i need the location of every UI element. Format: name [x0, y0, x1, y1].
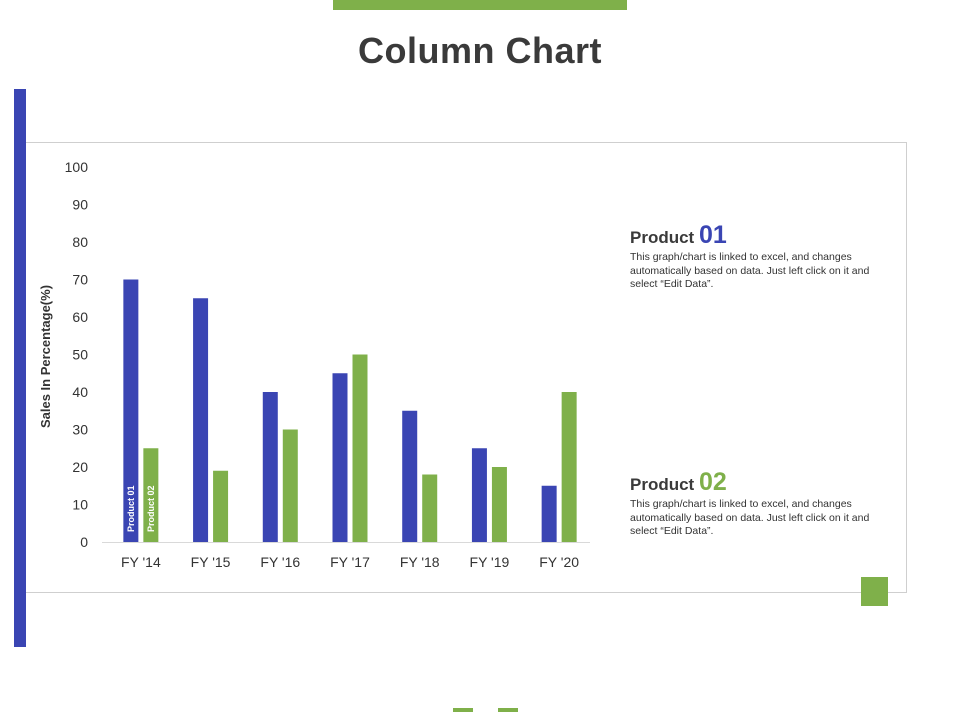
- y-tick-label: 50: [72, 347, 88, 363]
- x-tick-label: FY '15: [191, 554, 231, 570]
- left-accent-bar: [14, 89, 26, 647]
- y-tick-label: 0: [80, 534, 88, 550]
- bar-product-01: [123, 279, 139, 542]
- bar-product-02: [561, 392, 577, 542]
- legend-title: Product 02: [630, 469, 900, 498]
- legend-name: Product: [630, 475, 695, 494]
- x-tick-label: FY '18: [400, 554, 440, 570]
- bar-product-01: [332, 373, 348, 542]
- y-axis-title: Sales In Percentage(%): [38, 285, 53, 428]
- legend-name: Product: [630, 228, 695, 247]
- legend-product-02: Product 02 This graph/chart is linked to…: [630, 469, 900, 539]
- y-tick-label: 90: [72, 197, 88, 213]
- y-tick-label: 80: [72, 234, 88, 250]
- bar-product-02: [282, 429, 298, 542]
- legend-number: 02: [698, 468, 727, 496]
- legend-product-01: Product 01 This graph/chart is linked to…: [630, 222, 900, 292]
- y-tick-label: 20: [72, 459, 88, 475]
- x-tick-label: FY '19: [470, 554, 510, 570]
- y-tick-label: 70: [72, 272, 88, 288]
- footer-dash: [498, 708, 518, 712]
- bar-product-01: [262, 392, 278, 542]
- page-title: Column Chart: [358, 30, 602, 71]
- bar-product-02: [422, 474, 438, 542]
- bar-product-02: [491, 467, 507, 542]
- x-tick-label: FY '17: [330, 554, 370, 570]
- legend-description: This graph/chart is linked to excel, and…: [630, 498, 870, 537]
- legend-description: This graph/chart is linked to excel, and…: [630, 251, 870, 290]
- bar-series-label: Product 02: [146, 485, 156, 532]
- bar-product-01: [541, 485, 557, 542]
- corner-accent-square: [861, 577, 888, 606]
- y-tick-label: 10: [72, 497, 88, 513]
- bar-product-01: [402, 410, 418, 542]
- bar-product-01: [193, 298, 209, 542]
- y-tick-label: 60: [72, 309, 88, 325]
- top-accent-bar: [333, 0, 627, 10]
- legend-number: 01: [698, 221, 727, 249]
- bar-product-01: [471, 448, 487, 542]
- bar-product-02: [352, 354, 368, 542]
- x-tick-label: FY '20: [539, 554, 579, 570]
- x-tick-label: FY '16: [260, 554, 300, 570]
- legend-title: Product 01: [630, 222, 900, 251]
- column-chart: 0 10 20 30 40 50 60 70 80 90 100 Sales In Percentag…: [38, 159, 590, 570]
- y-tick-label: 40: [72, 384, 88, 400]
- bar-product-02: [213, 470, 229, 542]
- x-tick-label: FY '14: [121, 554, 161, 570]
- y-tick-label: 30: [72, 422, 88, 438]
- chart-frame: [26, 142, 907, 593]
- bar-series-label: Product 01: [126, 485, 136, 532]
- bar-product-02: [143, 448, 159, 542]
- footer-dash: [453, 708, 473, 712]
- y-tick-label: 100: [65, 159, 89, 175]
